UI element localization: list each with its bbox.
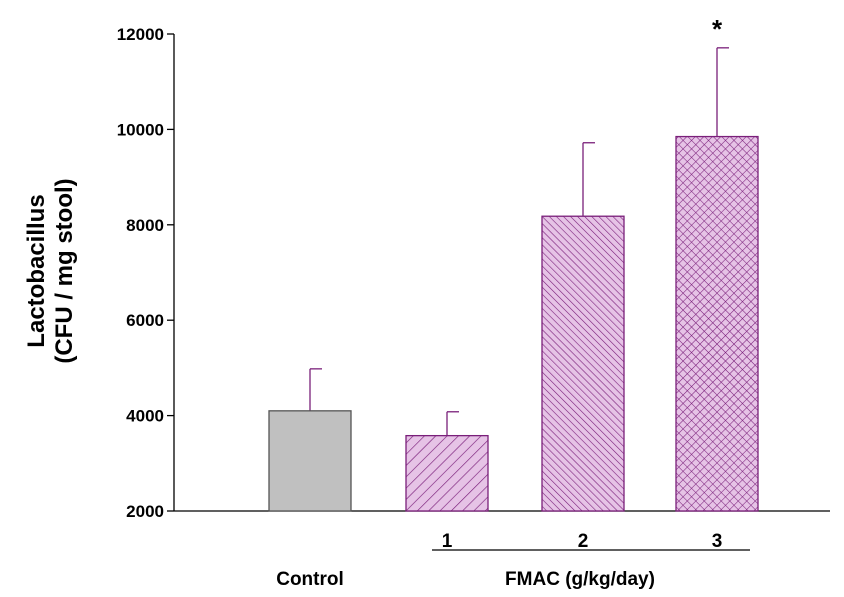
group-label: FMAC (g/kg/day) xyxy=(505,569,655,590)
y-tick-label: 8000 xyxy=(126,216,164,235)
y-axis-title-line1: Lactobacillus xyxy=(23,194,50,347)
y-tick-label: 12000 xyxy=(117,25,164,44)
bars: * xyxy=(268,14,759,512)
significance-marker: * xyxy=(712,14,723,44)
bar xyxy=(268,410,352,512)
bar xyxy=(675,135,759,512)
x-category-label: 2 xyxy=(578,531,589,552)
x-category-label: Control xyxy=(276,569,344,590)
bar xyxy=(541,215,625,512)
y-axis-title: Lactobacillus (CFU / mg stool) xyxy=(23,178,78,363)
y-tick-label: 6000 xyxy=(126,311,164,330)
y-tick-label: 4000 xyxy=(126,407,164,426)
y-tick-label: 10000 xyxy=(117,120,164,139)
bar xyxy=(405,434,489,512)
x-category-label: 3 xyxy=(712,531,723,552)
x-category-label: 1 xyxy=(442,531,453,552)
y-tick-label: 2000 xyxy=(126,502,164,521)
x-axis-labels: Control 1 2 3 xyxy=(276,531,722,590)
y-axis-title-line2: (CFU / mg stool) xyxy=(51,178,78,363)
